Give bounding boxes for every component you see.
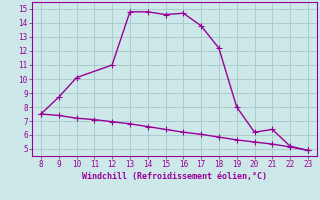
X-axis label: Windchill (Refroidissement éolien,°C): Windchill (Refroidissement éolien,°C) [82,172,267,181]
